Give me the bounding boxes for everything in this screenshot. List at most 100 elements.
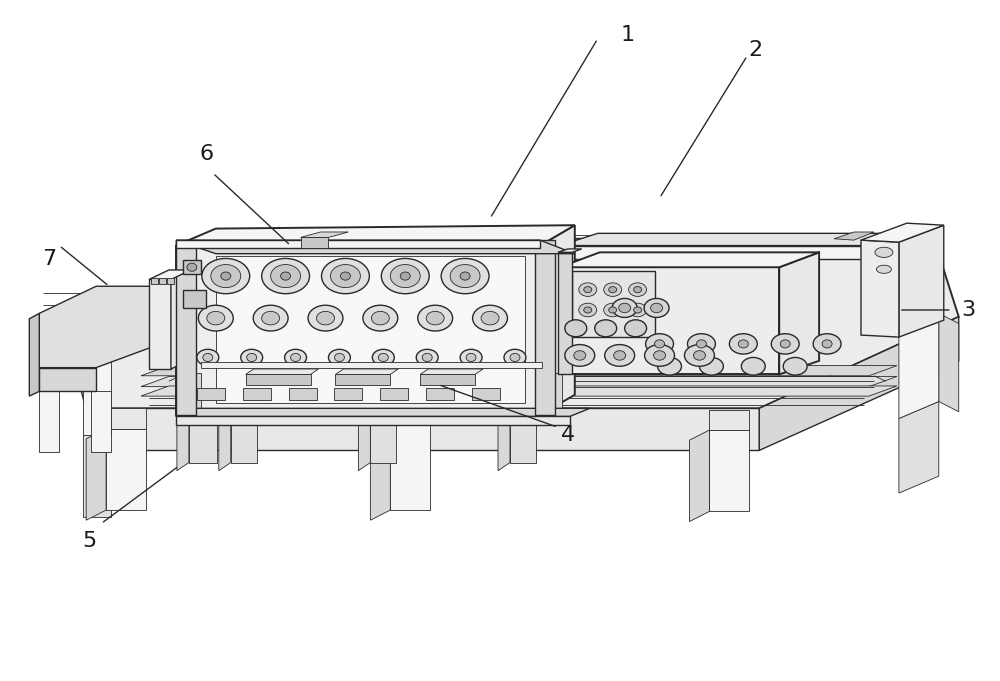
Polygon shape	[335, 375, 390, 385]
Polygon shape	[558, 249, 582, 253]
Polygon shape	[39, 368, 96, 392]
Polygon shape	[39, 392, 59, 452]
Polygon shape	[560, 234, 927, 246]
Polygon shape	[558, 253, 572, 375]
Polygon shape	[189, 413, 217, 462]
Text: 2: 2	[748, 40, 762, 60]
Ellipse shape	[247, 353, 257, 362]
Ellipse shape	[334, 353, 344, 362]
Ellipse shape	[207, 311, 225, 325]
Polygon shape	[177, 413, 189, 471]
Polygon shape	[91, 392, 111, 452]
Ellipse shape	[400, 272, 410, 280]
Polygon shape	[76, 239, 959, 409]
Bar	[289, 388, 317, 400]
Polygon shape	[535, 240, 555, 415]
Text: 3: 3	[962, 300, 976, 320]
Ellipse shape	[363, 305, 398, 331]
Polygon shape	[141, 366, 897, 376]
Ellipse shape	[328, 349, 350, 366]
Ellipse shape	[262, 258, 310, 294]
Ellipse shape	[481, 311, 499, 325]
Polygon shape	[96, 409, 759, 450]
Polygon shape	[370, 415, 390, 520]
Ellipse shape	[281, 272, 291, 280]
Polygon shape	[183, 260, 201, 274]
Polygon shape	[176, 417, 570, 425]
Polygon shape	[39, 286, 166, 368]
Ellipse shape	[450, 264, 480, 287]
Bar	[159, 278, 166, 283]
Polygon shape	[861, 223, 944, 242]
Polygon shape	[498, 413, 510, 471]
Polygon shape	[83, 310, 123, 344]
Polygon shape	[899, 294, 939, 330]
Ellipse shape	[378, 353, 388, 362]
Ellipse shape	[696, 340, 706, 348]
Polygon shape	[301, 238, 328, 249]
Ellipse shape	[271, 264, 301, 287]
Polygon shape	[149, 279, 171, 369]
Ellipse shape	[741, 358, 765, 375]
Ellipse shape	[634, 307, 642, 313]
Polygon shape	[179, 373, 201, 412]
Polygon shape	[183, 289, 206, 308]
Ellipse shape	[473, 305, 507, 331]
Ellipse shape	[584, 307, 592, 313]
Ellipse shape	[604, 283, 622, 296]
Polygon shape	[176, 225, 575, 246]
Polygon shape	[86, 428, 106, 520]
Ellipse shape	[738, 340, 748, 348]
Polygon shape	[176, 240, 540, 249]
Ellipse shape	[416, 349, 438, 366]
Ellipse shape	[579, 303, 597, 317]
Ellipse shape	[285, 349, 307, 366]
Bar	[243, 388, 271, 400]
Ellipse shape	[629, 283, 647, 296]
Polygon shape	[335, 369, 398, 375]
Ellipse shape	[684, 345, 714, 366]
Ellipse shape	[625, 320, 647, 337]
Polygon shape	[540, 373, 562, 412]
Text: 1: 1	[621, 25, 635, 46]
Ellipse shape	[211, 264, 241, 287]
Ellipse shape	[595, 320, 617, 337]
Ellipse shape	[579, 283, 597, 296]
Polygon shape	[106, 428, 146, 510]
Ellipse shape	[876, 265, 891, 273]
Polygon shape	[420, 369, 483, 375]
Ellipse shape	[321, 258, 369, 294]
Polygon shape	[201, 362, 542, 368]
Polygon shape	[560, 246, 894, 259]
Ellipse shape	[699, 358, 723, 375]
Polygon shape	[231, 413, 257, 462]
Polygon shape	[939, 313, 959, 412]
Polygon shape	[759, 317, 959, 450]
Polygon shape	[572, 271, 655, 337]
Ellipse shape	[510, 353, 520, 362]
Bar	[167, 278, 174, 283]
Ellipse shape	[197, 349, 219, 366]
Ellipse shape	[198, 305, 233, 331]
Ellipse shape	[644, 298, 669, 317]
Bar	[151, 278, 158, 283]
Ellipse shape	[460, 349, 482, 366]
Polygon shape	[834, 232, 874, 240]
Ellipse shape	[372, 349, 394, 366]
Ellipse shape	[612, 298, 637, 317]
Polygon shape	[358, 413, 370, 471]
Bar	[197, 388, 225, 400]
Polygon shape	[540, 225, 575, 415]
Ellipse shape	[654, 351, 666, 360]
Ellipse shape	[609, 287, 617, 293]
Ellipse shape	[317, 311, 334, 325]
Polygon shape	[899, 225, 944, 337]
Ellipse shape	[822, 340, 832, 348]
Polygon shape	[370, 413, 396, 462]
Ellipse shape	[783, 358, 807, 375]
Ellipse shape	[584, 287, 592, 293]
Ellipse shape	[262, 311, 280, 325]
Polygon shape	[709, 430, 749, 511]
Polygon shape	[510, 413, 536, 462]
Polygon shape	[141, 377, 897, 387]
